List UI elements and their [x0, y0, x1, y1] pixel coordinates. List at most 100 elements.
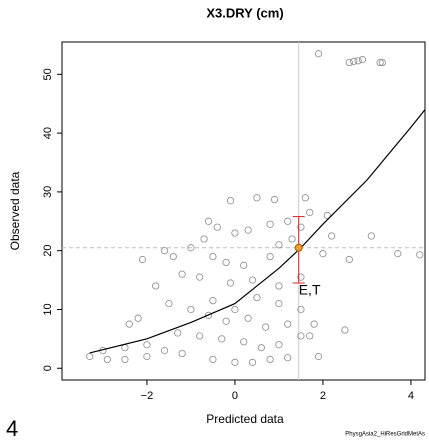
point [169, 252, 177, 261]
point [288, 235, 296, 243]
point [284, 354, 292, 362]
x-axis-label: Predicted data [206, 412, 284, 426]
point [209, 252, 217, 261]
chart-title: X3.DRY (cm) [206, 5, 283, 20]
point [270, 195, 279, 204]
point [297, 332, 305, 340]
y-tick-label: 30 [42, 186, 54, 198]
point [354, 57, 362, 65]
y-axis-label: Observed data [8, 171, 22, 250]
point [345, 58, 353, 67]
point [275, 341, 283, 349]
fit-curve [89, 109, 426, 354]
point [266, 220, 274, 228]
point [121, 355, 129, 364]
plot-frame [61, 41, 426, 381]
point [328, 232, 336, 240]
point [266, 252, 274, 261]
point [314, 352, 323, 361]
point [275, 299, 283, 308]
point [284, 217, 292, 225]
point [218, 335, 226, 343]
point [301, 194, 309, 202]
point [138, 255, 147, 264]
point [103, 355, 111, 364]
point [178, 349, 186, 358]
point [222, 317, 230, 325]
point [200, 235, 208, 243]
point [310, 320, 318, 328]
point [244, 314, 252, 322]
error-label: E,T [299, 282, 321, 298]
point [174, 329, 182, 337]
point [187, 244, 195, 252]
footer: PhysgAsia2_HiResGridMetAs [345, 432, 425, 438]
point [319, 250, 327, 258]
point [253, 294, 261, 302]
y-tick-label: 20 [42, 245, 54, 257]
point [297, 223, 305, 231]
point [160, 247, 169, 255]
point [134, 314, 142, 322]
point [378, 58, 386, 67]
x-tick-label: 2 [320, 390, 326, 402]
reference-point [294, 243, 303, 252]
x-tick-label: 4 [408, 390, 414, 402]
point [204, 311, 213, 319]
point [275, 282, 283, 290]
point [209, 297, 217, 305]
y-tick-label: 50 [42, 68, 54, 80]
point [350, 57, 358, 65]
point [226, 279, 235, 287]
point [152, 282, 160, 290]
point [244, 226, 252, 234]
point [253, 194, 261, 202]
point [143, 352, 151, 361]
point [231, 305, 239, 314]
y-tick-label: 10 [42, 303, 54, 315]
point [231, 229, 239, 237]
point [297, 273, 305, 281]
point [143, 341, 151, 349]
x-tick-label: 0 [232, 390, 238, 402]
point [367, 232, 375, 240]
point [341, 326, 349, 334]
point [209, 355, 217, 364]
point [165, 299, 173, 308]
point [314, 50, 323, 58]
point [323, 211, 331, 220]
point [178, 270, 186, 278]
y-tick-label: 0 [42, 365, 54, 371]
point [240, 261, 248, 269]
point [297, 305, 305, 314]
point [345, 255, 353, 264]
point [306, 332, 314, 340]
point [376, 58, 384, 67]
point [284, 320, 292, 328]
point [416, 251, 424, 259]
point [160, 347, 169, 355]
point [204, 217, 213, 225]
point [266, 355, 274, 364]
point [196, 273, 204, 281]
point [394, 250, 402, 258]
point [213, 223, 221, 231]
point [257, 344, 265, 352]
point [125, 320, 133, 328]
point [262, 323, 270, 331]
y-tick-label: 40 [42, 127, 54, 139]
point [358, 56, 367, 64]
point [240, 338, 248, 346]
point [248, 276, 257, 284]
point [275, 241, 283, 249]
point [231, 358, 239, 366]
x-tick-label: −2 [141, 390, 154, 402]
point [226, 197, 235, 205]
point [306, 208, 314, 217]
panel-label: 4 [6, 416, 18, 441]
point [196, 332, 204, 340]
point [222, 258, 230, 267]
point [187, 305, 195, 314]
point [86, 352, 94, 361]
